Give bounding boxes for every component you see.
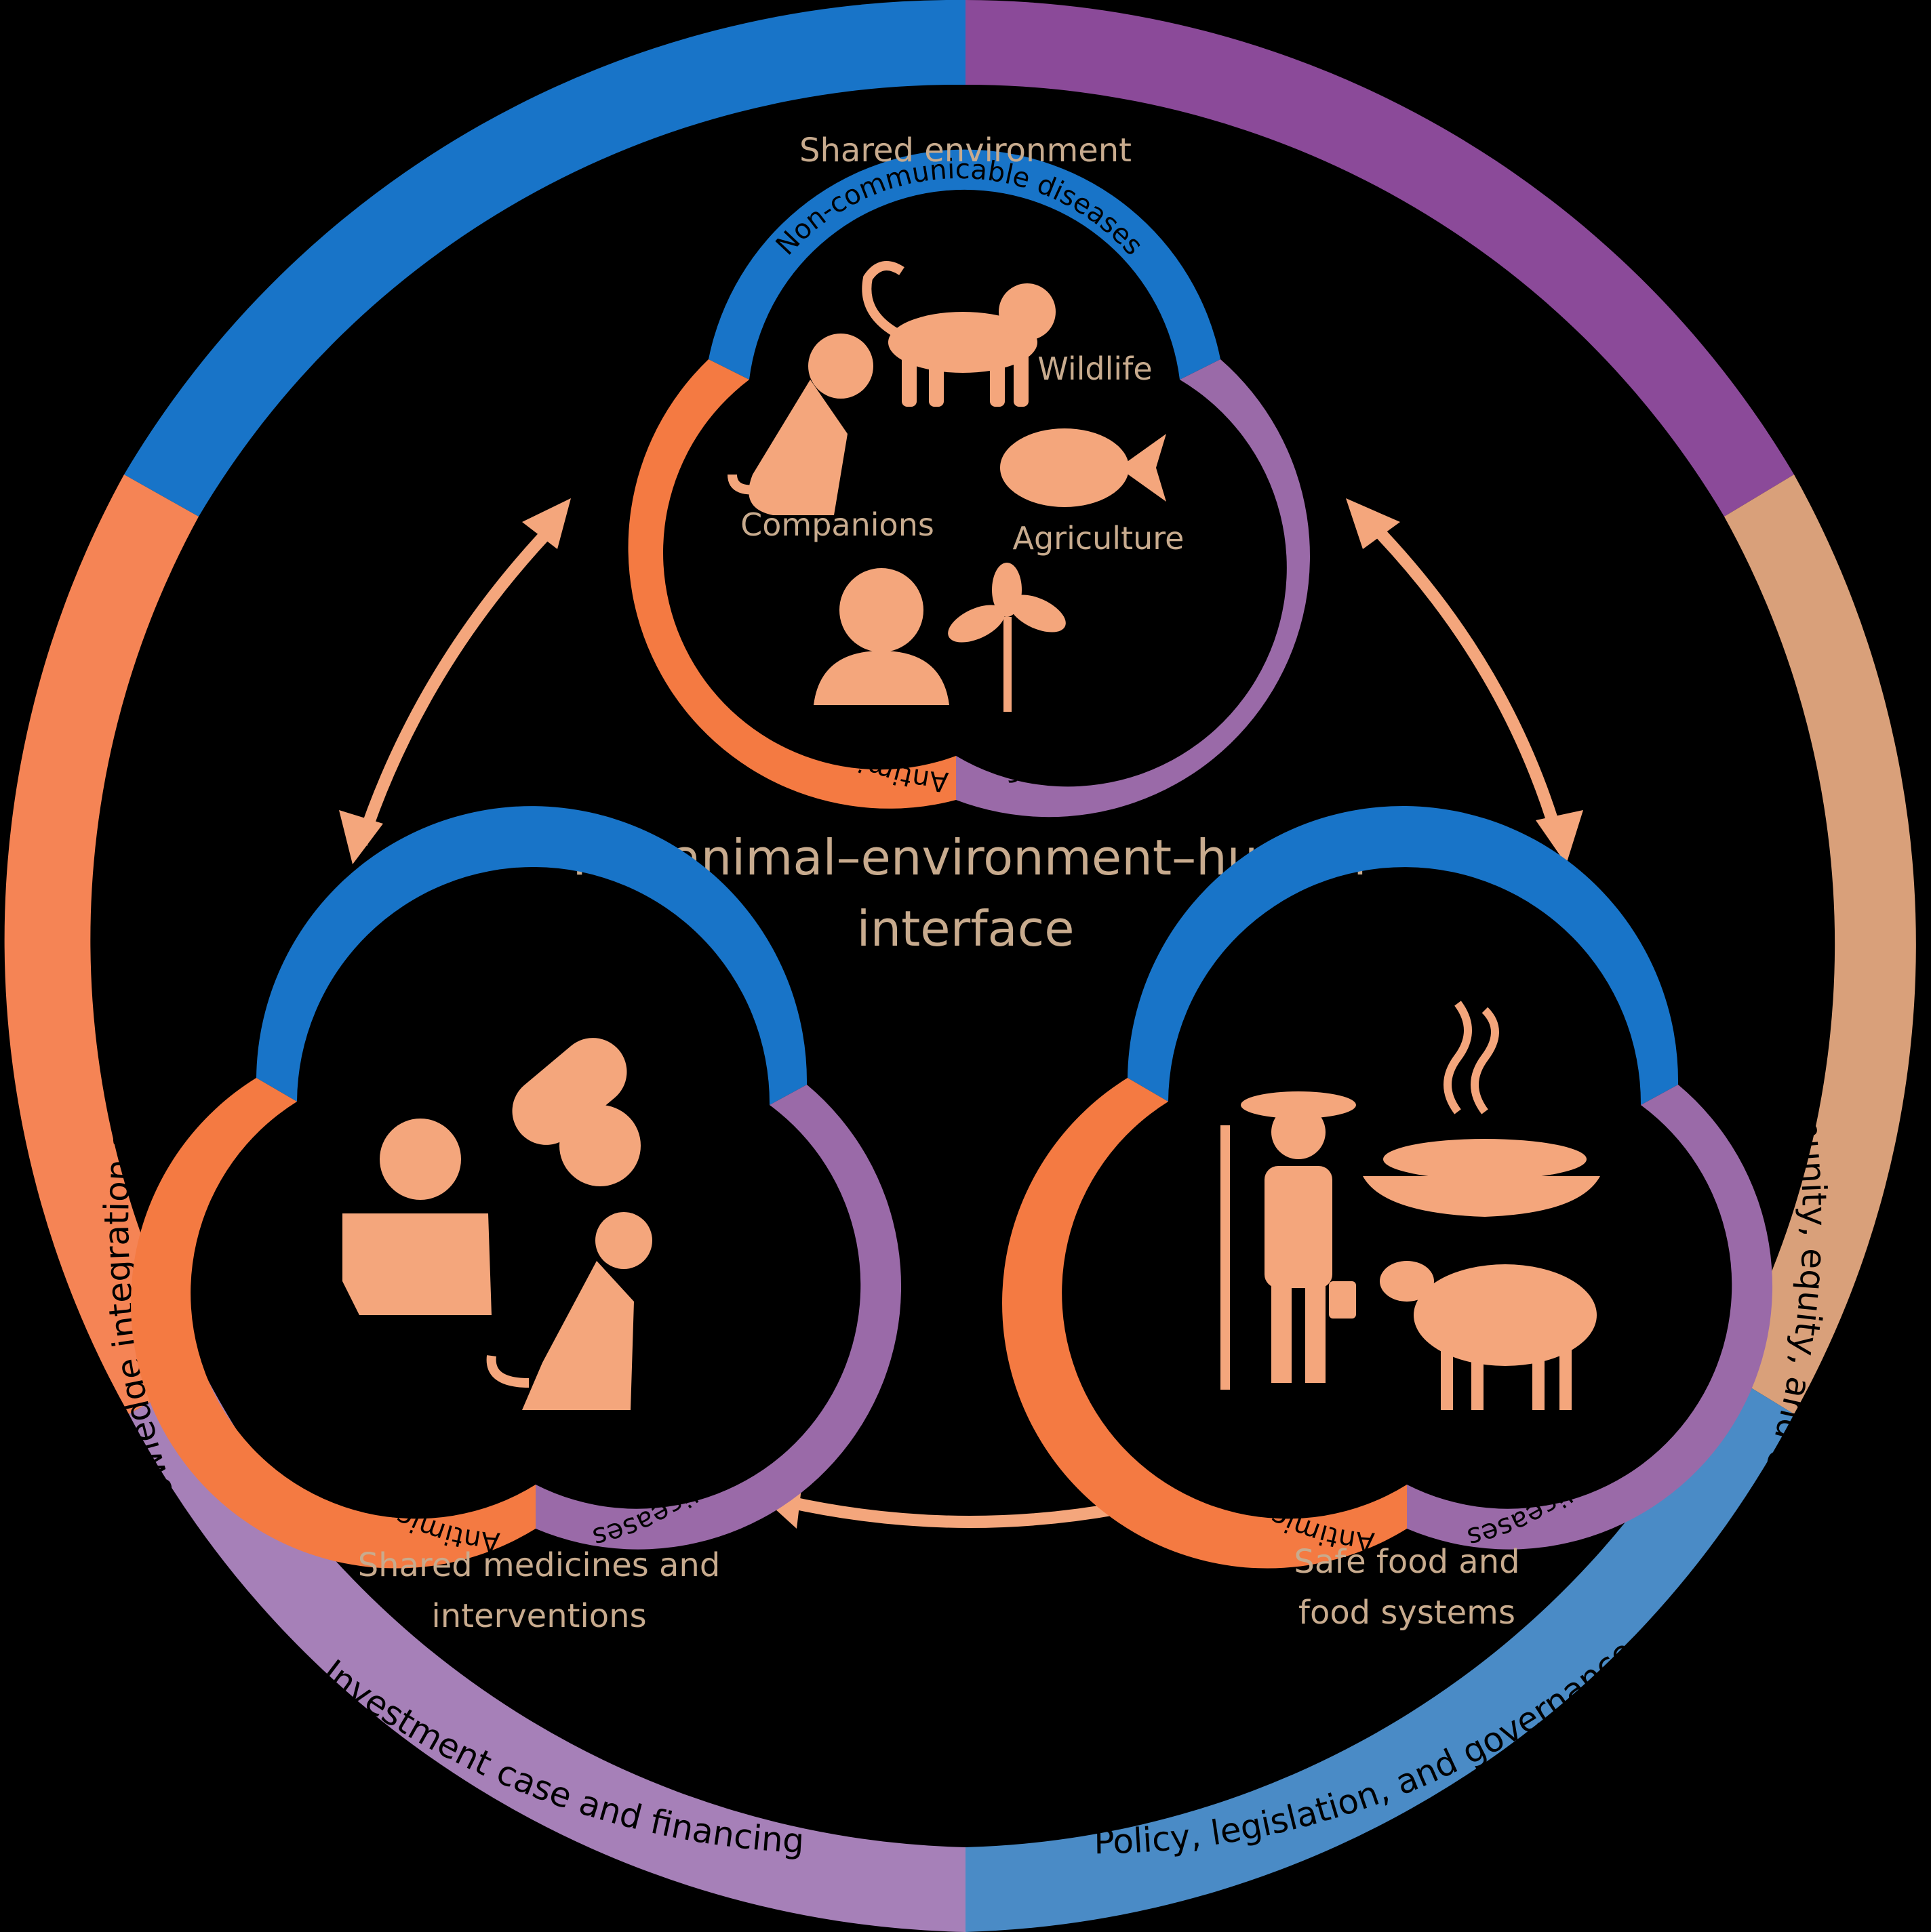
food-bowl-icon bbox=[1363, 1001, 1600, 1217]
label-agriculture: Agriculture bbox=[1013, 520, 1185, 557]
outer-segment-gender-equity bbox=[1724, 475, 1916, 1414]
center-title-line2: interface bbox=[856, 900, 1074, 957]
label-companions: Companions bbox=[740, 506, 934, 543]
svg-text:Health systems and surveillanc: Health systems and surveillance bbox=[1149, 425, 1645, 729]
left-ring-ncd-arc bbox=[256, 806, 808, 1105]
caption-safe-food-line1: Safe food and bbox=[1294, 1543, 1519, 1581]
outer-label-health-systems: Health systems and surveillance bbox=[1149, 425, 1645, 729]
arrow-top-left bbox=[355, 517, 562, 846]
outer-segment-knowledge bbox=[4, 475, 203, 1414]
svg-text:Non-communicable diseases: Non-communicable diseases bbox=[770, 154, 1149, 262]
dog-with-cone-icon bbox=[486, 1212, 652, 1410]
monkey-icon bbox=[862, 261, 1056, 407]
circle-shared-environment: Non-communicable diseases Antimicrobial … bbox=[628, 149, 1310, 818]
fish-icon bbox=[1000, 428, 1166, 507]
sheep-icon bbox=[1380, 1261, 1597, 1410]
caption-shared-medicines-line1: Shared medicines and bbox=[358, 1546, 721, 1584]
plant-icon bbox=[948, 563, 1066, 712]
top-ncd-label: Non-communicable diseases bbox=[770, 154, 1149, 262]
arrow-top-right-head-a bbox=[1346, 498, 1400, 549]
right-ring-ncd-arc bbox=[1128, 805, 1679, 1105]
right-ring-inf-arc bbox=[1407, 1085, 1773, 1550]
caption-safe-food-line2: food systems bbox=[1298, 1594, 1515, 1632]
top-ring-amr-arc bbox=[628, 359, 956, 809]
injured-person-icon bbox=[342, 1119, 492, 1315]
left-ring-inf-arc bbox=[536, 1085, 902, 1550]
pills-icon bbox=[512, 1038, 641, 1186]
top-ring-ncd-arc bbox=[709, 149, 1220, 380]
arrow-top-left-head-b bbox=[339, 810, 383, 864]
caption-shared-medicines-line2: interventions bbox=[431, 1597, 646, 1635]
right-ring-amr-arc bbox=[1002, 1078, 1407, 1569]
left-ring-amr-arc bbox=[131, 1078, 536, 1569]
arrow-top-right bbox=[1365, 517, 1566, 846]
arrow-bottom bbox=[785, 1495, 1154, 1528]
label-wildlife: Wildlife bbox=[1037, 350, 1152, 387]
interface-arrows bbox=[339, 498, 1583, 1529]
arrow-top-left-head-a bbox=[522, 498, 571, 549]
farmer-icon bbox=[1220, 1091, 1356, 1390]
outer-segment-digital-health bbox=[124, 0, 966, 517]
caption-shared-environment: Shared environment bbox=[799, 132, 1132, 169]
outer-segment-health-systems bbox=[966, 0, 1794, 517]
person-icon bbox=[814, 568, 949, 705]
circle-safe-food: Non-communicable diseases Antimicrobial … bbox=[1002, 805, 1773, 1569]
dog-icon bbox=[728, 334, 873, 515]
arrow-top-right-head-b bbox=[1536, 810, 1583, 864]
